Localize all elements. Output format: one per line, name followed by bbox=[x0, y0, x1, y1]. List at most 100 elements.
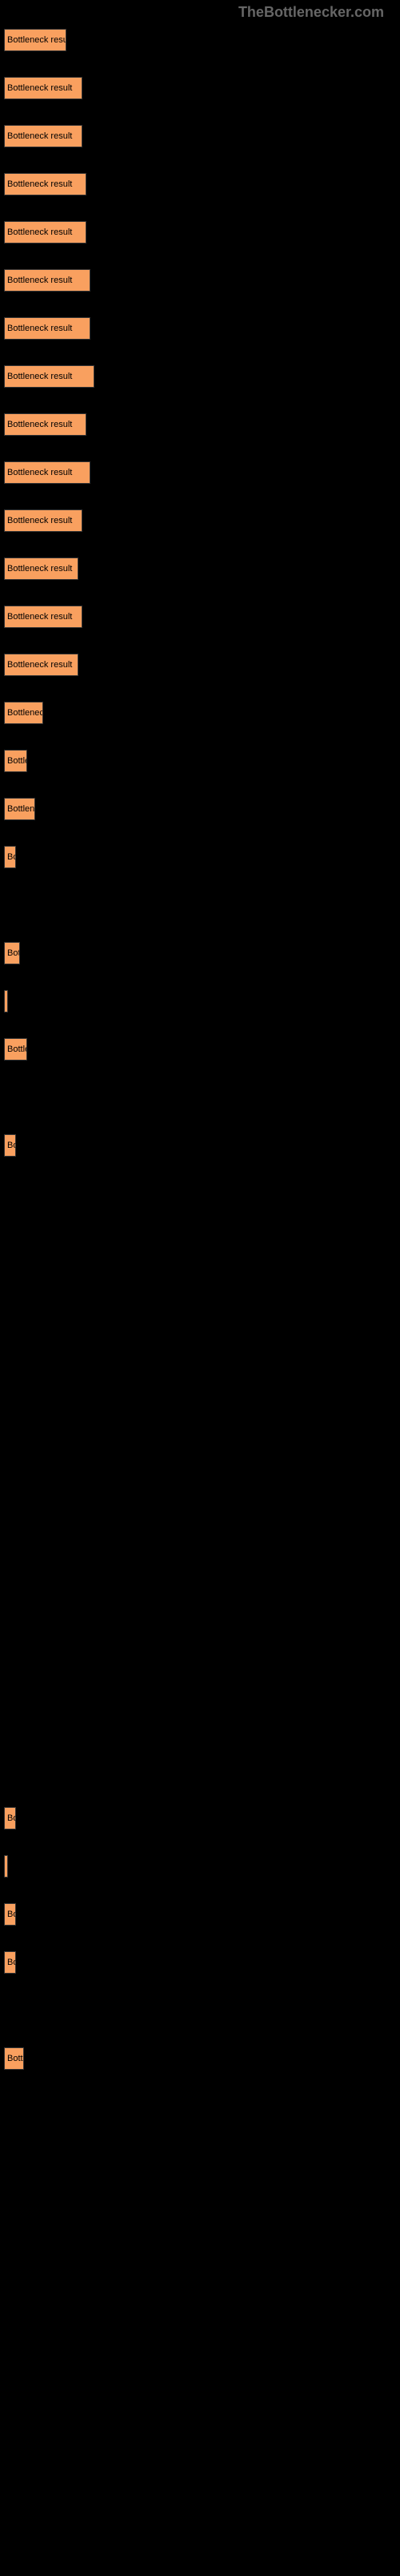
bar-row: Bottleneck bbox=[4, 990, 396, 1012]
bar: Bottleneck result bbox=[4, 365, 94, 388]
bar-label: Bottleneck bbox=[7, 852, 16, 862]
bar-row: Bottleneck result bbox=[4, 77, 396, 99]
bar: Bottleneck result bbox=[4, 77, 82, 99]
bar-row bbox=[4, 1711, 396, 1733]
bar-row bbox=[4, 1567, 396, 1589]
bar: Bottleneck bbox=[4, 702, 43, 724]
bar-row bbox=[4, 2143, 396, 2166]
bar-label: Bottleneck result bbox=[7, 35, 66, 45]
bar: Bottleneck bbox=[4, 2047, 24, 2070]
watermark-text: TheBottlenecker.com bbox=[0, 0, 400, 29]
bar-label: Bottleneck result bbox=[7, 324, 72, 333]
bar: Bottleneck bbox=[4, 990, 8, 1012]
bar-label: Bottleneck result bbox=[7, 227, 72, 237]
bar-label: Bottleneck bbox=[7, 1910, 16, 1919]
bar-row: Bottleneck bbox=[4, 2047, 396, 2070]
bar-row: Bottleneck result bbox=[4, 654, 396, 676]
bar-row: Bottleneck result bbox=[4, 269, 396, 292]
bar-row bbox=[4, 2095, 396, 2118]
bar-row bbox=[4, 1375, 396, 1397]
bar: Bottleneck result bbox=[4, 221, 86, 244]
bar-row bbox=[4, 2432, 396, 2454]
bar-chart: Bottleneck result Bottleneck result Bottle… bbox=[0, 29, 400, 2550]
bar-label: Bottleneck bbox=[7, 1044, 27, 1054]
bar-row: Bottleneck bbox=[4, 1134, 396, 1157]
bar-row bbox=[4, 1326, 396, 1349]
bar-label: Bottleneck result bbox=[7, 612, 72, 622]
bar-row: Bottleneck result bbox=[4, 606, 396, 628]
bar-row bbox=[4, 1999, 396, 2022]
bar: Bottleneck result bbox=[4, 606, 82, 628]
bar-row bbox=[4, 2192, 396, 2214]
bar: Bottleneck result bbox=[4, 317, 90, 340]
bar-row: Bottleneck bbox=[4, 1951, 396, 1974]
bar-row: Bottleneck bbox=[4, 1855, 396, 1878]
bar: Bottleneck result bbox=[4, 269, 90, 292]
bar-row: Bottleneck result bbox=[4, 509, 396, 532]
bar-row bbox=[4, 1278, 396, 1301]
bar: Bottleneck bbox=[4, 1855, 8, 1878]
bar-label: Bottleneck result bbox=[7, 179, 72, 189]
bar-row: Bottleneck result bbox=[4, 221, 396, 244]
bar-row bbox=[4, 1230, 396, 1253]
bar-row bbox=[4, 2384, 396, 2406]
bar-label: Bottleneck result bbox=[7, 83, 72, 93]
bar-row: Bottleneck bbox=[4, 702, 396, 724]
bar: Bottleneck result bbox=[4, 509, 82, 532]
bar: Bottleneck result bbox=[4, 173, 86, 195]
bar: Bottleneck result bbox=[4, 461, 90, 484]
bar-row bbox=[4, 894, 396, 916]
bar-row bbox=[4, 1615, 396, 1637]
bar-row bbox=[4, 1519, 396, 1541]
bar: Bottleneck result bbox=[4, 29, 66, 51]
bar-row bbox=[4, 2528, 396, 2550]
bar-label: Bottleneck result bbox=[7, 420, 72, 429]
bar-label: Bottleneck bbox=[7, 1958, 16, 1967]
bar-row: Bottleneck bbox=[4, 942, 396, 964]
bar-label: Bottleneck result bbox=[7, 276, 72, 285]
bar-row bbox=[4, 1471, 396, 1493]
bar-row: Bottleneck bbox=[4, 1807, 396, 1829]
bar-label: Bottleneck result bbox=[7, 131, 72, 141]
bar-label: Bottleneck result bbox=[7, 564, 72, 574]
bar-label: Bottleneck bbox=[7, 756, 27, 766]
bar-row: Bottleneck bbox=[4, 1038, 396, 1061]
bar-label: Bottleneck bbox=[7, 996, 8, 1006]
bar-row bbox=[4, 2240, 396, 2262]
bar-row: Bottleneck bbox=[4, 750, 396, 772]
bar: Bottleneck result bbox=[4, 125, 82, 147]
bar-row bbox=[4, 2336, 396, 2358]
bar-label: Bottleneck bbox=[7, 948, 20, 958]
bar-label: Bottleneck bbox=[7, 2054, 24, 2063]
bar: Bottleneck bbox=[4, 750, 27, 772]
bar-label: Bottleneck bbox=[7, 1862, 8, 1871]
bar-row: Bottleneck result bbox=[4, 29, 396, 51]
bar: Bottleneck bbox=[4, 942, 20, 964]
bar-row: Bottleneck result bbox=[4, 125, 396, 147]
bar: Bottleneck bbox=[4, 1038, 27, 1061]
bar-row bbox=[4, 1086, 396, 1109]
bar-row: Bottleneck result bbox=[4, 557, 396, 580]
bar-label: Bottleneck bbox=[7, 804, 35, 814]
bar: Bottleneck result bbox=[4, 413, 86, 436]
bar-row: Bottleneck result bbox=[4, 173, 396, 195]
bar: Bottleneck bbox=[4, 798, 35, 820]
bar-row bbox=[4, 2288, 396, 2310]
bar: Bottleneck result bbox=[4, 654, 78, 676]
bar-row: Bottleneck result bbox=[4, 413, 396, 436]
bar-label: Bottleneck result bbox=[7, 516, 72, 525]
bar: Bottleneck bbox=[4, 1903, 16, 1926]
bar-label: Bottleneck result bbox=[7, 660, 72, 670]
bar-label: Bottleneck bbox=[7, 708, 43, 718]
bar: Bottleneck bbox=[4, 1807, 16, 1829]
bar-row bbox=[4, 1663, 396, 1685]
bar-row: Bottleneck result bbox=[4, 461, 396, 484]
bar-row bbox=[4, 1423, 396, 1445]
bar-row: Bottleneck result bbox=[4, 317, 396, 340]
bar-row: Bottleneck result bbox=[4, 365, 396, 388]
bar-row: Bottleneck bbox=[4, 798, 396, 820]
bar: Bottleneck result bbox=[4, 557, 78, 580]
bar: Bottleneck bbox=[4, 846, 16, 868]
bar-row bbox=[4, 1182, 396, 1205]
bar-row: Bottleneck bbox=[4, 1903, 396, 1926]
